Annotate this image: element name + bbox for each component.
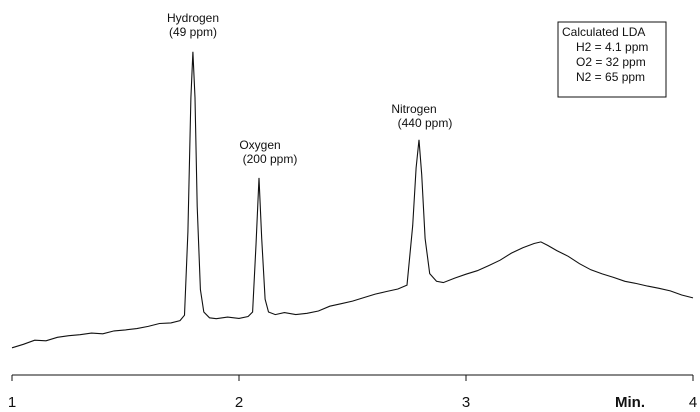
annotation: (200 ppm): [243, 152, 298, 166]
legend-item: O2 = 32 ppm: [576, 55, 646, 69]
legend-title: Calculated LDA: [562, 25, 645, 39]
annotation: Hydrogen: [167, 11, 219, 25]
legend-item: H2 = 4.1 ppm: [576, 40, 648, 54]
x-tick-label: 4: [689, 394, 697, 411]
annotation: (440 ppm): [398, 116, 453, 130]
x-tick-label: 3: [462, 394, 470, 411]
x-tick-label: 1: [8, 394, 16, 411]
legend-box: [557, 21, 667, 98]
annotation: (49 ppm): [169, 25, 217, 39]
annotation: Nitrogen: [391, 102, 436, 116]
x-axis-label: Min.: [615, 394, 645, 411]
trace: [11, 51, 694, 349]
x-tick-label: 2: [235, 394, 243, 411]
legend-item: N2 = 65 ppm: [576, 70, 645, 84]
annotation: Oxygen: [239, 138, 280, 152]
